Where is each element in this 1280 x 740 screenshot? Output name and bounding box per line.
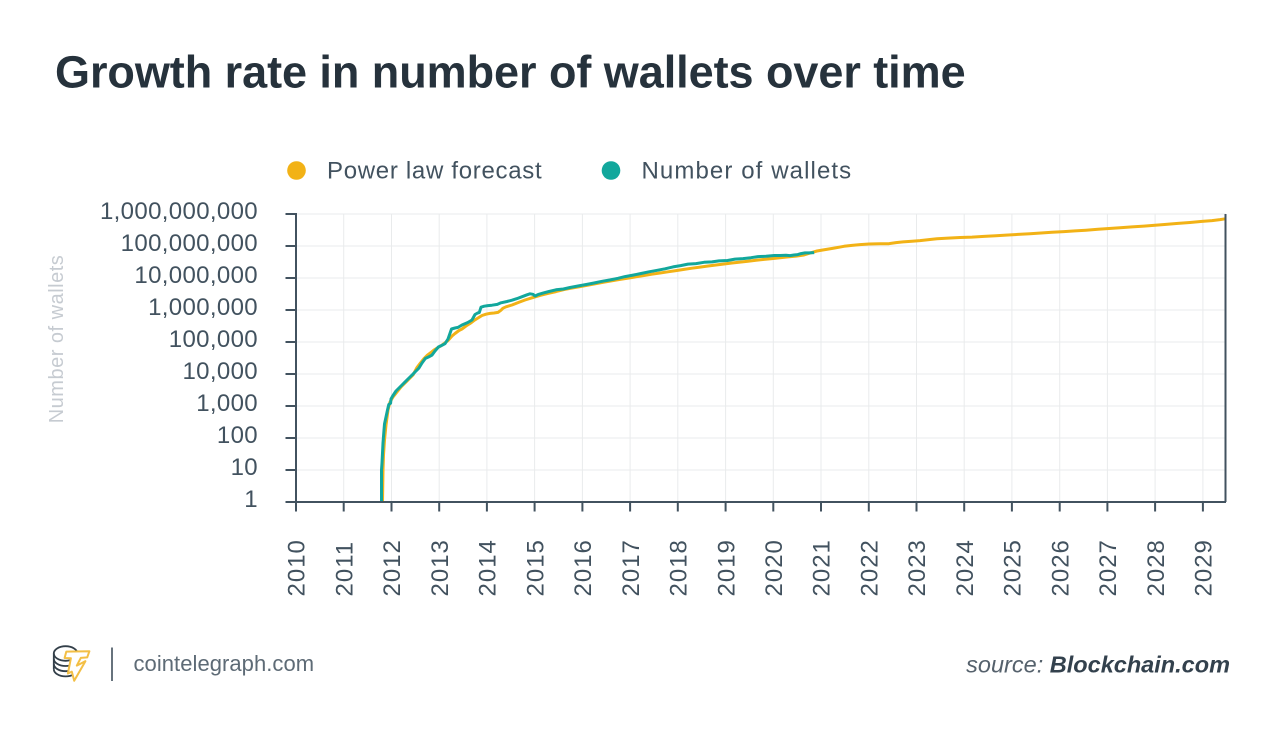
svg-text:1,000: 1,000 [196, 390, 258, 417]
svg-text:2020: 2020 [761, 539, 788, 596]
svg-text:2017: 2017 [618, 539, 645, 596]
svg-text:2014: 2014 [475, 539, 502, 596]
svg-text:2013: 2013 [427, 539, 454, 596]
svg-text:2026: 2026 [1047, 539, 1074, 596]
svg-text:1,000,000: 1,000,000 [148, 294, 258, 321]
svg-text:2018: 2018 [666, 539, 693, 596]
svg-text:10,000: 10,000 [182, 358, 258, 385]
svg-text:2016: 2016 [570, 539, 597, 596]
svg-text:100,000,000: 100,000,000 [121, 230, 258, 257]
svg-text:Number of wallets: Number of wallets [642, 158, 853, 185]
svg-text:100: 100 [217, 422, 258, 449]
svg-text:2025: 2025 [1000, 539, 1027, 596]
svg-text:2024: 2024 [952, 539, 979, 596]
svg-text:10: 10 [231, 454, 258, 481]
svg-text:2027: 2027 [1095, 539, 1122, 596]
svg-text:Power law forecast: Power law forecast [327, 158, 542, 185]
svg-text:2015: 2015 [522, 539, 549, 596]
svg-text:2010: 2010 [284, 539, 311, 596]
svg-text:2011: 2011 [331, 541, 358, 597]
svg-text:Growth rate in number of walle: Growth rate in number of wallets over ti… [55, 47, 966, 98]
svg-text:2012: 2012 [379, 539, 406, 596]
svg-text:2021: 2021 [809, 539, 836, 596]
svg-text:2022: 2022 [857, 539, 884, 596]
svg-text:2029: 2029 [1191, 539, 1218, 596]
svg-text:100,000: 100,000 [169, 326, 258, 353]
svg-text:2023: 2023 [904, 539, 931, 596]
svg-text:Number of wallets: Number of wallets [46, 255, 68, 424]
svg-text:1: 1 [244, 486, 258, 513]
svg-text:2028: 2028 [1143, 539, 1170, 596]
svg-text:2019: 2019 [713, 539, 740, 596]
svg-text:source: Blockchain.com: source: Blockchain.com [966, 652, 1230, 678]
svg-text:10,000,000: 10,000,000 [134, 262, 258, 289]
svg-text:cointelegraph.com: cointelegraph.com [134, 651, 315, 676]
svg-text:1,000,000,000: 1,000,000,000 [100, 198, 258, 225]
